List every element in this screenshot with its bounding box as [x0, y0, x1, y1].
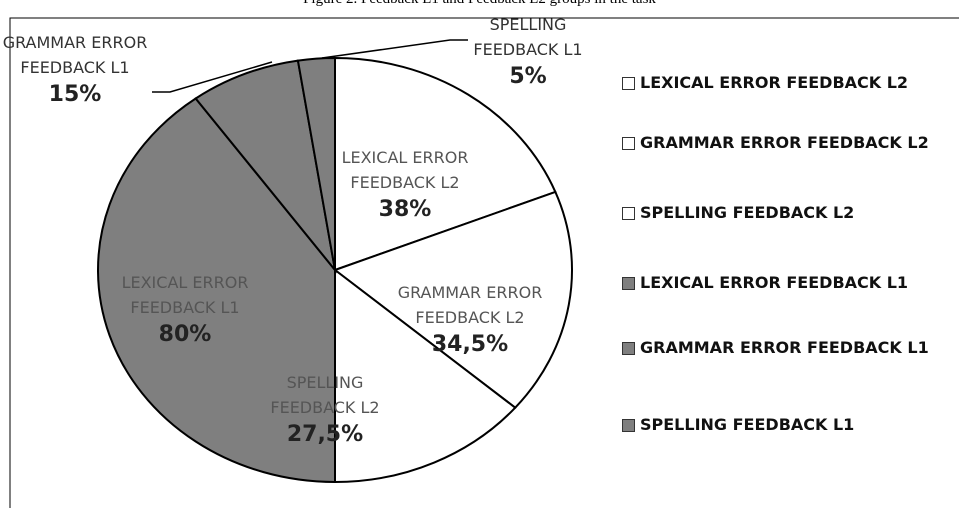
- slice-name: LEXICAL ERROR FEEDBACK L1: [121, 273, 249, 317]
- slice-name: SPELLING FEEDBACK L1: [473, 15, 583, 59]
- pie-slice: [334, 56, 557, 272]
- chart-title: Figure 2. Feedback L1 and Feedback L2 gr…: [0, 0, 959, 8]
- slice-label: GRAMMAR ERROR FEEDBACK L1 15%: [0, 30, 150, 110]
- slice-label: LEXICAL ERROR FEEDBACK L1 80%: [90, 270, 280, 350]
- slice-name: LEXICAL ERROR FEEDBACK L2: [341, 148, 469, 192]
- legend-label: GRAMMAR ERROR FEEDBACK L1: [640, 338, 929, 357]
- legend-item: SPELLING FEEDBACK L1: [622, 412, 952, 438]
- frame: [9, 17, 959, 508]
- pie-slice: [194, 59, 337, 274]
- pie-slice: [332, 190, 573, 410]
- legend-item: GRAMMAR ERROR FEEDBACK L1: [622, 335, 952, 361]
- legend-item: LEXICAL ERROR FEEDBACK L1: [622, 270, 952, 296]
- slice-label: SPELLING FEEDBACK L2 27,5%: [250, 370, 400, 450]
- legend-swatch: [622, 277, 635, 290]
- legend-swatch: [622, 342, 635, 355]
- legend-swatch: [622, 137, 635, 150]
- slice-value: 5%: [509, 64, 547, 89]
- slice-name: SPELLING FEEDBACK L2: [270, 373, 380, 417]
- legend-item: LEXICAL ERROR FEEDBACK L2: [622, 70, 952, 96]
- slice-label: SPELLING FEEDBACK L1 5%: [453, 12, 603, 92]
- pie-slice: [97, 97, 336, 484]
- leader-line: [152, 61, 273, 93]
- legend-item: GRAMMAR ERROR FEEDBACK L2: [622, 130, 952, 156]
- slice-value: 38%: [378, 197, 432, 222]
- slice-name: GRAMMAR ERROR FEEDBACK L2: [397, 283, 543, 327]
- legend-label: LEXICAL ERROR FEEDBACK L2: [640, 73, 909, 92]
- legend-item: SPELLING FEEDBACK L2: [622, 200, 952, 226]
- pie-slice: [334, 267, 517, 484]
- slice-name: GRAMMAR ERROR FEEDBACK L1: [2, 33, 148, 77]
- legend-label: SPELLING FEEDBACK L2: [640, 203, 855, 222]
- legend-swatch: [622, 207, 635, 220]
- legend-label: SPELLING FEEDBACK L1: [640, 415, 855, 434]
- slice-label: LEXICAL ERROR FEEDBACK L2 38%: [320, 145, 490, 225]
- slice-value: 80%: [158, 322, 212, 347]
- legend-label: GRAMMAR ERROR FEEDBACK L2: [640, 133, 929, 152]
- slice-value: 27,5%: [286, 422, 364, 447]
- slice-value: 34,5%: [431, 332, 509, 357]
- legend-swatch: [622, 77, 635, 90]
- slice-label: GRAMMAR ERROR FEEDBACK L2 34,5%: [395, 280, 545, 360]
- legend-swatch: [622, 419, 635, 432]
- legend-label: LEXICAL ERROR FEEDBACK L1: [640, 273, 909, 292]
- pie-slice: [296, 56, 336, 271]
- slice-value: 15%: [48, 82, 102, 107]
- leader-line: [321, 39, 468, 59]
